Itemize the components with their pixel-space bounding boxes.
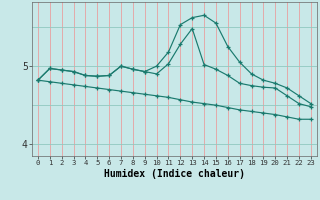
X-axis label: Humidex (Indice chaleur): Humidex (Indice chaleur) (104, 169, 245, 179)
